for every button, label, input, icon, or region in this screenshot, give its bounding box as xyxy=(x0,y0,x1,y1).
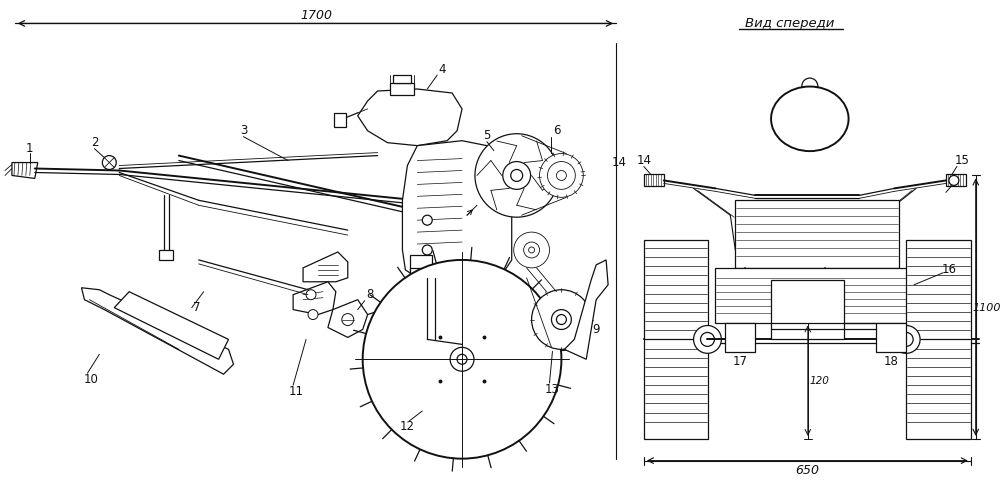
Circle shape xyxy=(556,170,566,181)
Bar xyxy=(715,268,919,323)
Text: 4: 4 xyxy=(438,63,446,76)
Text: 18: 18 xyxy=(884,355,899,368)
Circle shape xyxy=(524,242,540,258)
Text: 17: 17 xyxy=(733,355,748,368)
Circle shape xyxy=(701,333,714,346)
Circle shape xyxy=(551,309,571,330)
Bar xyxy=(725,323,755,352)
Circle shape xyxy=(342,313,354,326)
Text: 1100: 1100 xyxy=(972,302,1000,313)
Circle shape xyxy=(802,78,818,94)
Text: 14: 14 xyxy=(636,154,651,167)
Ellipse shape xyxy=(771,87,849,151)
Text: Вид спереди: Вид спереди xyxy=(745,17,835,30)
Text: 16: 16 xyxy=(941,263,956,276)
Text: 650: 650 xyxy=(795,464,819,477)
Circle shape xyxy=(556,314,566,325)
Bar xyxy=(876,323,906,352)
Text: 8: 8 xyxy=(366,288,373,301)
Text: 15: 15 xyxy=(954,154,969,167)
Polygon shape xyxy=(564,260,608,359)
Bar xyxy=(410,268,432,278)
Circle shape xyxy=(899,333,913,346)
Polygon shape xyxy=(328,299,368,338)
Text: 1: 1 xyxy=(26,142,34,155)
Polygon shape xyxy=(81,288,234,374)
Circle shape xyxy=(949,175,959,186)
Polygon shape xyxy=(12,162,38,178)
Bar xyxy=(390,83,414,95)
Circle shape xyxy=(475,134,558,217)
Text: 1700: 1700 xyxy=(300,9,332,22)
Bar xyxy=(906,240,971,439)
Text: 7: 7 xyxy=(193,301,200,314)
Polygon shape xyxy=(114,292,229,359)
Text: 12: 12 xyxy=(400,420,415,433)
Circle shape xyxy=(363,260,561,459)
Text: 5: 5 xyxy=(483,129,491,142)
Text: 3: 3 xyxy=(240,124,247,137)
Circle shape xyxy=(547,161,575,190)
Circle shape xyxy=(306,290,316,299)
Text: 6: 6 xyxy=(553,124,560,137)
Bar xyxy=(644,240,708,439)
Polygon shape xyxy=(303,252,348,282)
Polygon shape xyxy=(358,89,462,146)
Circle shape xyxy=(450,347,474,371)
Text: 11: 11 xyxy=(289,385,304,397)
Polygon shape xyxy=(644,174,664,187)
Text: 9: 9 xyxy=(592,323,600,336)
Text: 13: 13 xyxy=(545,383,560,396)
Circle shape xyxy=(102,155,116,169)
Circle shape xyxy=(422,215,432,225)
Circle shape xyxy=(694,326,721,353)
Circle shape xyxy=(511,169,523,182)
Circle shape xyxy=(532,290,591,349)
Text: 120: 120 xyxy=(810,376,830,386)
Bar xyxy=(735,200,899,268)
Bar xyxy=(159,250,173,260)
Circle shape xyxy=(503,161,531,190)
Circle shape xyxy=(457,354,467,364)
Text: 10: 10 xyxy=(84,373,99,386)
Polygon shape xyxy=(946,174,966,187)
Bar xyxy=(334,113,346,127)
Circle shape xyxy=(422,245,432,255)
Bar xyxy=(393,75,411,83)
Circle shape xyxy=(308,309,318,320)
Bar xyxy=(410,255,432,277)
Polygon shape xyxy=(293,282,336,314)
Circle shape xyxy=(892,326,920,353)
Circle shape xyxy=(514,232,549,268)
Circle shape xyxy=(540,153,583,198)
Bar xyxy=(771,280,844,340)
Polygon shape xyxy=(402,141,512,280)
Text: 2: 2 xyxy=(91,136,98,149)
Text: 14: 14 xyxy=(612,156,627,169)
Circle shape xyxy=(529,247,535,253)
